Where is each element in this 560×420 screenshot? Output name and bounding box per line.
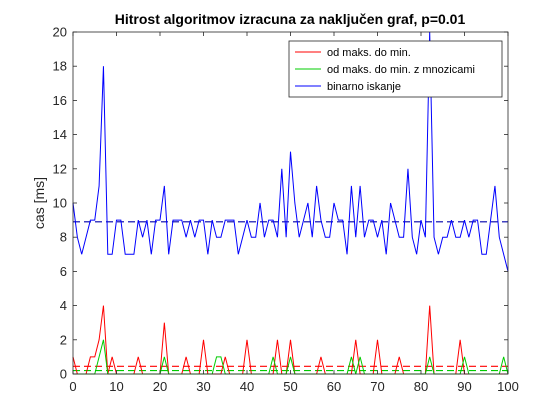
x-tick-label: 90 xyxy=(457,379,471,394)
y-tick-label: 8 xyxy=(60,230,67,245)
legend[interactable]: od maks. do min. od maks. do min. z mnozi… xyxy=(288,40,503,98)
y-tick-label: 0 xyxy=(60,367,67,382)
y-tick-label: 4 xyxy=(60,298,67,313)
y-tick-label: 12 xyxy=(53,161,67,176)
legend-label-3: binarno iskanje xyxy=(327,81,401,93)
x-tick-label: 40 xyxy=(240,379,254,394)
x-tick-label: 80 xyxy=(414,379,428,394)
x-tick-label: 0 xyxy=(69,379,76,394)
legend-label-2: od maks. do min. z mnozicami xyxy=(327,64,475,76)
y-tick-label: 18 xyxy=(53,59,67,74)
x-tick-label: 30 xyxy=(196,379,210,394)
legend-box xyxy=(288,40,503,98)
x-tick-label: 60 xyxy=(327,379,341,394)
x-tick-label: 70 xyxy=(370,379,384,394)
y-tick-label: 10 xyxy=(53,196,67,211)
x-tick-label: 100 xyxy=(497,379,519,394)
x-tick-label: 10 xyxy=(109,379,123,394)
axes: 0 10 20 30 40 50 60 70 80 90 100 0 2 4 6 8 10 12 14 16 18 20 xyxy=(53,25,519,395)
chart-title: Hitrost algoritmov izracuna za naključen… xyxy=(115,11,466,27)
y-tick-label: 20 xyxy=(53,25,67,40)
x-tick-label: 20 xyxy=(153,379,167,394)
y-tick-label: 2 xyxy=(60,332,67,347)
y-tick-label: 16 xyxy=(53,93,67,108)
x-tick-label: 50 xyxy=(283,379,297,394)
y-tick-label: 6 xyxy=(60,264,67,279)
legend-label-1: od maks. do min. xyxy=(327,47,411,59)
y-tick-label: 14 xyxy=(53,127,67,142)
y-axis-title: cas [ms] xyxy=(31,177,47,229)
mean-lines xyxy=(73,221,508,372)
series-line-3 xyxy=(72,31,509,272)
